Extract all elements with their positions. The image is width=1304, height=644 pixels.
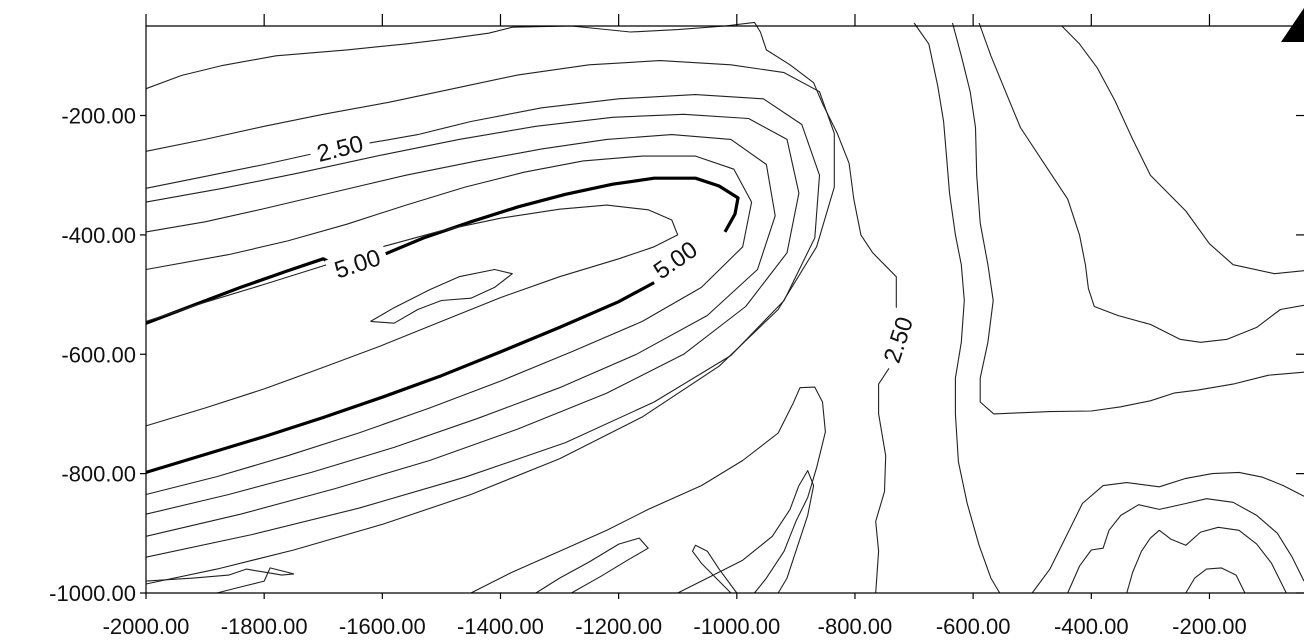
contour-line-bottom-left-curve [145,567,295,594]
contour-label-text: 2.50 [314,130,366,168]
contour-line-curve-right-1 [913,22,1001,594]
x-tick-label: -1200.00 [575,614,662,639]
plot-frame [145,25,1304,594]
contour-line-curve-right-2 [951,22,1304,415]
contour-line-bottom-right-arc-1 [1031,471,1304,594]
contours-layer [145,21,1304,594]
contour-line-ring-5.5 [145,204,679,427]
contour-line-bottom-finger-4 [691,544,738,594]
x-tick-label: -400.00 [1054,614,1129,639]
y-tick-label: -1000.00 [49,581,136,606]
x-tick-label: -1000.00 [693,614,780,639]
contour-line-bold-5.00-lower [145,281,655,474]
contour-label: 2.50 [876,307,921,373]
contour-line-ring-4.5 [145,155,753,496]
y-axis: -200.00 -400.00 -600.00 -800.00 -1000.00 [49,104,1304,606]
contour-line-bottom-finger-2 [677,470,815,594]
contour-line-bottom-right-arc-3 [1126,526,1287,594]
x-tick-label: -1400.00 [457,614,544,639]
contour-label-background [876,307,921,373]
y-tick-label: -600.00 [61,342,136,367]
x-tick-label: -200.00 [1172,614,1247,639]
y-tick-label: -400.00 [61,223,136,248]
x-tick-label: -600.00 [936,614,1011,639]
x-axis: -2000.00 -1800.00 -1600.00 -1400.00 -1200.00… [103,14,1247,639]
y-tick-label: -200.00 [61,104,136,129]
x-tick-label: -1600.00 [339,614,426,639]
x-tick-label: -1800.00 [221,614,308,639]
contour-line-bottom-finger-1 [470,386,826,594]
x-tick-label: -800.00 [818,614,893,639]
north-arrow-icon [1281,8,1304,42]
contour-label-text: 5.00 [331,244,384,284]
contour-line-curve-right-3 [978,22,1304,343]
contour-labels: 2.50 5.00 5.00 2.50 [307,128,921,373]
contour-label: 2.50 [307,128,373,169]
contour-label: 5.00 [324,242,391,286]
contour-line-outer-2.0 [145,21,897,594]
contour-label-background [307,128,373,169]
contour-line-bottom-right-arc-4 [1185,567,1246,594]
contour-line-curve-right-4 [1061,25,1304,275]
contour-line-ring-3.5 [145,113,800,537]
y-tick-label: -800.00 [61,462,136,487]
contour-line-ring-4.0 [145,134,776,515]
plot-border [145,25,1304,594]
contour-label-text: 2.50 [879,314,919,367]
x-tick-label: -2000.00 [103,614,190,639]
contour-line-inner-peak [370,268,513,324]
contour-line-bold-5.00-upper [145,176,740,325]
contour-label: 5.00 [643,232,708,289]
contour-label-background [324,242,391,286]
contour-label-background [643,232,708,289]
contour-line-bottom-finger-3 [535,537,649,594]
contour-line-bottom-right-arc-2 [1067,498,1304,594]
